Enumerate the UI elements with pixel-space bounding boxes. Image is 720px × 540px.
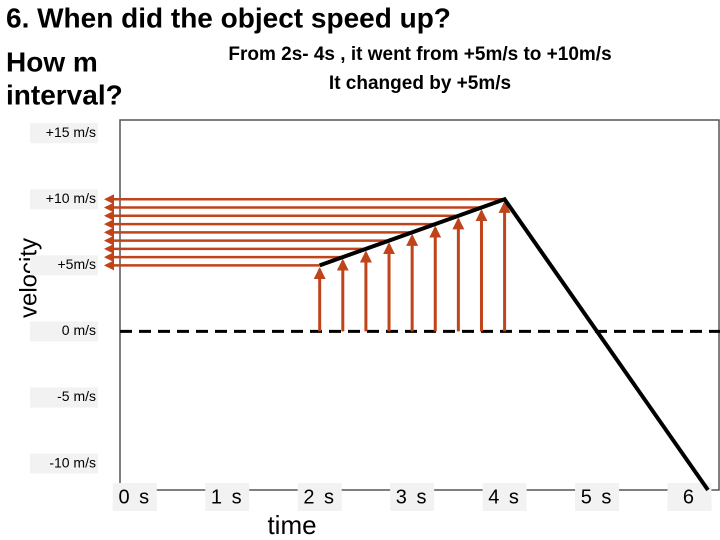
x-tick-label: 6 — [683, 486, 696, 508]
x-tick-box — [297, 483, 342, 511]
y-tick-label: -5 m/s — [57, 388, 96, 404]
x-tick-label: 5 s — [581, 486, 614, 508]
velocity-line — [319, 196, 710, 492]
title-fragment: How m — [6, 46, 98, 77]
y-tick-label: +15 m/s — [46, 124, 96, 140]
x-tick-label: 2 s — [303, 486, 336, 508]
y-tick-label: -10 m/s — [49, 454, 96, 470]
y-axis-label: velocity — [15, 238, 42, 318]
x-tick-label: 3 s — [396, 486, 429, 508]
y-tick-label: +10 m/s — [46, 190, 96, 206]
y-tick-box — [30, 321, 98, 342]
y-tick-box — [30, 255, 98, 276]
title: 6. When did the object speed up? — [6, 2, 451, 33]
x-tick-label: 4 s — [488, 486, 521, 508]
x-axis-label: time — [267, 510, 316, 540]
y-tick-box — [30, 453, 98, 474]
x-tick-box — [112, 483, 157, 511]
callout-box — [180, 40, 660, 104]
y-tick-label: +5m/s — [57, 256, 96, 272]
y-tick-box — [30, 189, 98, 210]
x-tick-box — [390, 483, 435, 511]
y-tick-box — [30, 123, 98, 144]
x-tick-box — [482, 483, 527, 511]
y-tick-label: 0 m/s — [62, 322, 96, 338]
x-tick-box — [205, 483, 250, 511]
y-tick-box — [30, 387, 98, 408]
callout-text: It changed by +5m/s — [329, 73, 511, 94]
x-tick-label: 0 s — [118, 486, 151, 508]
x-tick-label: 1 s — [211, 486, 244, 508]
title-fragment: interval? — [6, 79, 123, 110]
callout-text: From 2s- 4s , it went from +5m/s to +10m… — [228, 44, 611, 65]
x-tick-box — [575, 483, 620, 511]
